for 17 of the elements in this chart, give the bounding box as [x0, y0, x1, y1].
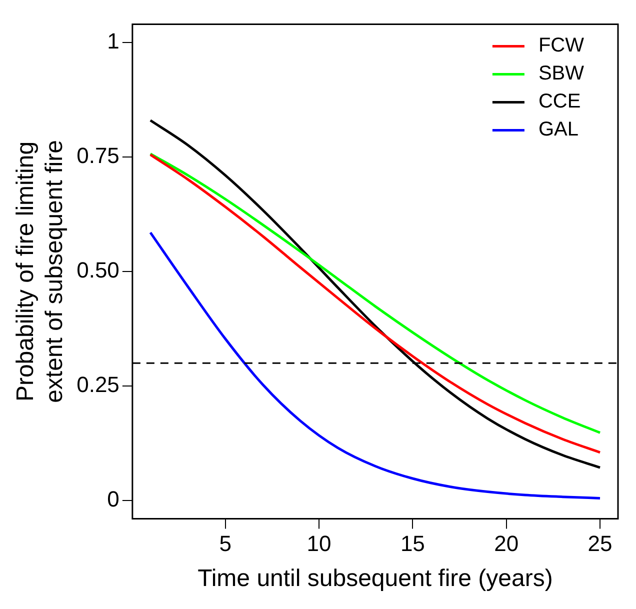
y-tick-label: 0.25 — [76, 372, 120, 398]
y-axis-title: Probability of fire limiting extent of subsequent fire — [12, 140, 68, 403]
y-tick-label: 0 — [107, 486, 120, 512]
y-tick-label: 0.75 — [76, 143, 120, 168]
x-tick-label: 5 — [219, 531, 232, 556]
legend-label: GAL — [538, 118, 578, 141]
legend-label: SBW — [538, 62, 584, 85]
legend-label: FCW — [538, 34, 584, 57]
x-tick-label: 15 — [400, 531, 425, 556]
x-tick-label: 25 — [588, 531, 612, 556]
x-tick-label: 20 — [494, 531, 519, 556]
x-tick-label: 10 — [306, 531, 332, 556]
x-axis-title: Time until subsequent fire (years) — [198, 565, 553, 592]
y-tick-label: 1 — [107, 28, 120, 54]
y-tick-label: 0.50 — [76, 258, 120, 283]
legend-label: CCE — [538, 90, 581, 113]
line-series — [149, 231, 602, 500]
